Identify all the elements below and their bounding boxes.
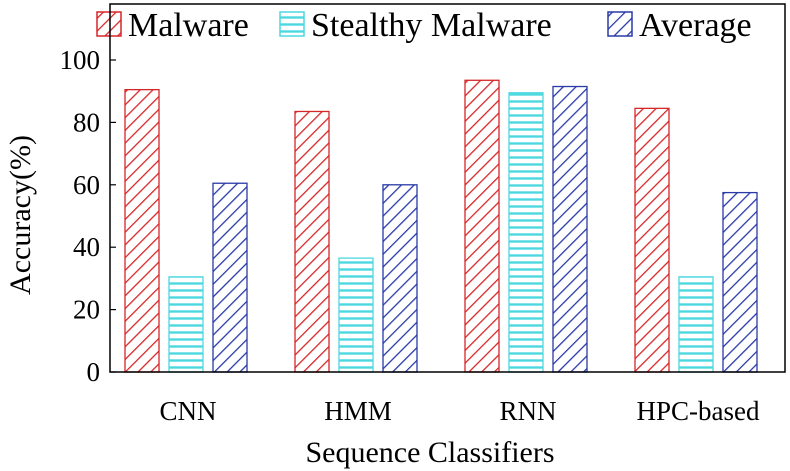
- y-axis-title: Accuracy(%): [4, 135, 37, 295]
- y-tick-label: 20: [73, 295, 100, 325]
- bar-malware: [464, 79, 500, 373]
- category-label: RNN: [499, 396, 556, 426]
- bar-stealthy-malware: [508, 92, 544, 373]
- bars: [124, 79, 758, 373]
- axes: [109, 3, 786, 373]
- category-label: CNN: [159, 396, 216, 426]
- bar-stealthy-malware: [338, 257, 374, 373]
- legend-label: Stealthy Malware: [311, 7, 552, 44]
- y-tick-label: 60: [73, 170, 100, 200]
- x-tick-labels: CNN HMM RNN HPC-based: [159, 396, 759, 426]
- bar-average: [552, 85, 588, 373]
- legend-label: Malware: [128, 7, 249, 44]
- plot-frame: [109, 3, 786, 373]
- category-label: HMM: [324, 396, 392, 426]
- y-tick-label: 80: [73, 107, 100, 137]
- y-tick-labels: 0 20 40 60 80 100: [60, 45, 101, 387]
- legend-swatch: [279, 11, 305, 37]
- legend-label: Average: [639, 7, 752, 44]
- bar-average: [382, 184, 418, 373]
- y-tick-label: 40: [73, 232, 100, 262]
- bar-stealthy-malware: [678, 276, 714, 373]
- bar-average: [212, 182, 248, 373]
- legend-swatch: [96, 11, 122, 37]
- bar-stealthy-malware: [168, 276, 204, 373]
- category-label: HPC-based: [637, 396, 760, 426]
- legend-swatch: [607, 11, 633, 37]
- y-tick-label: 0: [87, 357, 101, 387]
- legend: Malware Stealthy Malware Average: [96, 7, 752, 44]
- bar-malware: [294, 110, 330, 373]
- y-tick-label: 100: [60, 45, 101, 75]
- x-axis-title: Sequence Classifiers: [305, 436, 554, 469]
- bar-average: [722, 191, 758, 373]
- bar-malware: [634, 107, 670, 373]
- bar-malware: [124, 88, 160, 373]
